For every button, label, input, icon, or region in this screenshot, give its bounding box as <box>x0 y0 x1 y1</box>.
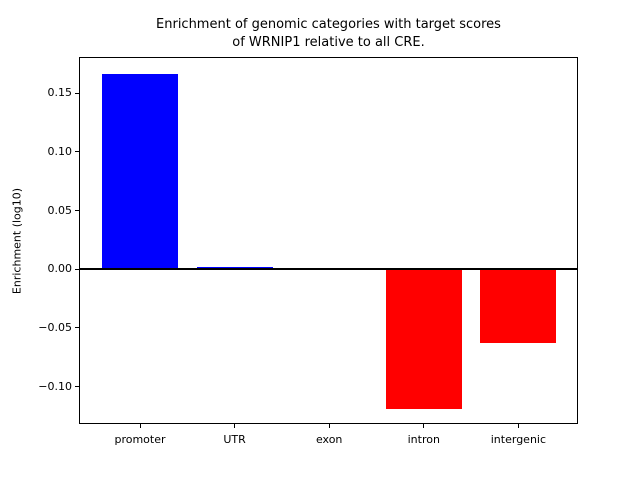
bar-promoter <box>102 74 178 270</box>
y-tick-mark <box>75 327 79 329</box>
bar-UTR <box>196 266 273 270</box>
chart-title-line1: Enrichment of genomic categories with ta… <box>156 17 501 32</box>
zero-line <box>80 268 577 271</box>
x-tick-mark <box>328 424 330 428</box>
y-tick-label: −0.05 <box>38 320 72 334</box>
y-tick-mark <box>75 151 79 153</box>
x-tick-mark <box>139 424 141 428</box>
x-tick-mark <box>423 424 425 428</box>
y-tick-label: 0.00 <box>47 262 73 276</box>
bar-intron <box>385 269 462 409</box>
y-tick-mark <box>75 386 79 388</box>
x-tick-label-UTR: UTR <box>223 433 246 446</box>
y-tick-label: 0.10 <box>47 144 73 158</box>
y-tick-label: 0.15 <box>47 86 73 100</box>
x-tick-label-intergenic: intergenic <box>490 433 547 446</box>
bar-intergenic <box>480 269 557 344</box>
x-tick-label-exon: exon <box>315 433 343 446</box>
chart-title: Enrichment of genomic categories with ta… <box>79 16 578 52</box>
y-axis-label: Enrichment (log10) <box>10 187 24 295</box>
y-tick-label: 0.05 <box>47 203 73 217</box>
y-tick-mark <box>75 92 79 94</box>
x-tick-mark <box>234 424 236 428</box>
x-tick-label-promoter: promoter <box>114 433 166 446</box>
y-tick-label: −0.10 <box>38 379 72 393</box>
x-tick-label-intron: intron <box>407 433 440 446</box>
chart-title-line2: of WRNIP1 relative to all CRE. <box>232 35 425 50</box>
y-tick-mark <box>75 268 79 270</box>
y-tick-mark <box>75 210 79 212</box>
x-tick-mark <box>517 424 519 428</box>
